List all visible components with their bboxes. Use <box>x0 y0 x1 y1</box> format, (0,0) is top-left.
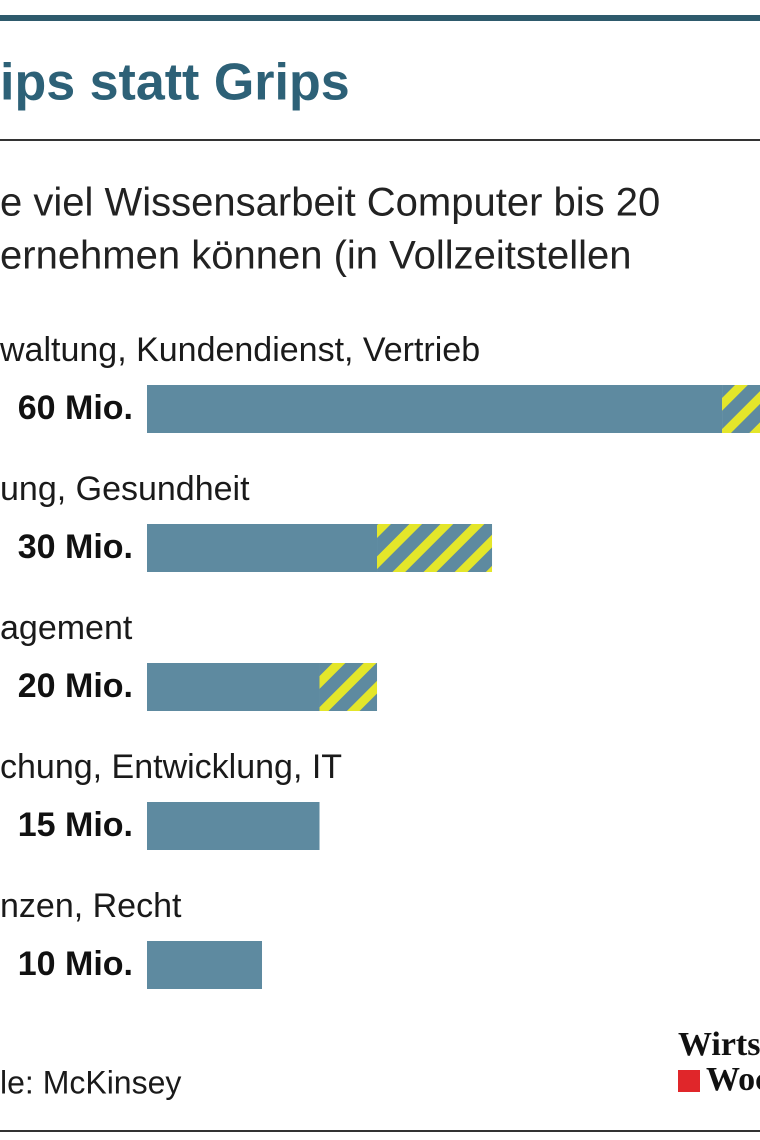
top-rule <box>0 15 760 21</box>
category-label: agement <box>0 609 133 647</box>
chart-title: ips statt Grips <box>0 54 350 112</box>
logo: Wirtsc <box>678 1026 760 1063</box>
bar-segment <box>147 663 320 711</box>
category-label: nzen, Recht <box>0 887 182 925</box>
value-label: 60 Mio. <box>18 389 133 427</box>
bar-segment <box>319 663 378 711</box>
category-label: waltung, Kundendienst, Vertrieb <box>0 331 480 369</box>
source: le: McKinsey <box>0 1064 181 1100</box>
category-label: ung, Gesundheit <box>0 470 250 508</box>
bar-segment <box>722 385 760 433</box>
logo-square <box>678 1070 700 1092</box>
value-label: 10 Mio. <box>18 945 133 983</box>
title-rule <box>0 139 760 141</box>
bar-segment <box>377 524 493 572</box>
subtitle: e viel Wissensarbeit Computer bis 20 <box>0 181 660 225</box>
bottom-rule <box>0 1130 760 1132</box>
logo: Woc <box>706 1061 760 1098</box>
bar-segment <box>147 385 723 433</box>
category-label: chung, Entwicklung, IT <box>0 748 342 786</box>
bar-segment <box>147 802 320 850</box>
value-label: 15 Mio. <box>18 806 133 844</box>
bar-segment <box>147 524 378 572</box>
subtitle: ernehmen können (in Vollzeitstellen <box>0 234 632 278</box>
bar-segment <box>147 941 263 989</box>
value-label: 20 Mio. <box>18 667 133 705</box>
value-label: 30 Mio. <box>18 528 133 566</box>
